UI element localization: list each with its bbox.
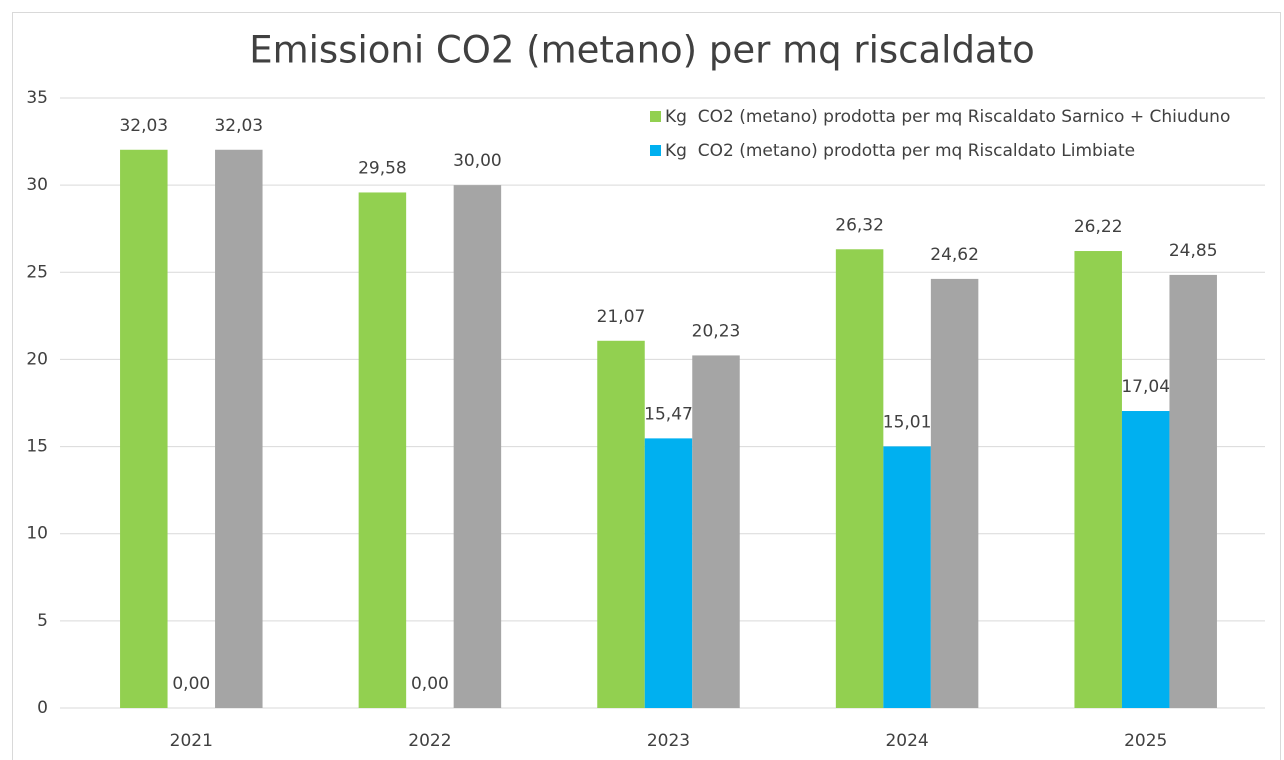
y-tick-label: 20: [26, 349, 48, 369]
data-label: 0,00: [411, 674, 449, 694]
bar: [597, 340, 645, 708]
data-label: 24,85: [1169, 241, 1218, 261]
bar: [692, 355, 740, 708]
data-label: 15,47: [644, 404, 693, 424]
bar: [215, 149, 263, 708]
y-tick-label: 25: [26, 262, 48, 282]
legend-swatch: [650, 145, 661, 156]
data-label: 17,04: [1121, 377, 1170, 397]
y-tick-label: 0: [37, 698, 48, 718]
legend-label: Kg CO2 (metano) prodotta per mq Riscalda…: [665, 141, 1136, 161]
x-tick-label: 2021: [170, 731, 213, 751]
bar: [930, 278, 979, 708]
data-label: 20,23: [692, 321, 741, 341]
bar: [835, 249, 884, 708]
data-label: 26,32: [835, 215, 884, 235]
chart-title: Emissioni CO2 (metano) per mq riscaldato: [249, 29, 1035, 72]
legend-label: Kg CO2 (metano) prodotta per mq Riscalda…: [665, 107, 1231, 127]
x-tick-label: 2024: [885, 731, 928, 751]
bar: [883, 446, 931, 708]
legend-box: Kg CO2 (metano) prodotta per mq Riscalda…: [650, 104, 1250, 164]
bar: [1121, 411, 1170, 708]
y-tick-label: 5: [37, 611, 48, 631]
x-tick-label: 2025: [1124, 731, 1167, 751]
x-tick-label: 2023: [647, 731, 690, 751]
y-tick-label: 10: [26, 524, 48, 544]
bar: [644, 438, 693, 708]
data-label: 32,03: [119, 116, 168, 136]
bar: [453, 185, 502, 709]
legend: Kg CO2 (metano) prodotta per mq Riscalda…: [650, 104, 1250, 164]
bar: [120, 149, 168, 708]
y-tick-label: 15: [26, 437, 48, 457]
data-label: 32,03: [214, 116, 263, 136]
data-label: 0,00: [172, 674, 210, 694]
legend-item: Kg CO2 (metano) prodotta per mq Riscalda…: [650, 138, 1250, 164]
bar: [1074, 251, 1122, 708]
legend-item: Kg CO2 (metano) prodotta per mq Riscalda…: [650, 104, 1250, 130]
data-label: 21,07: [597, 307, 646, 327]
data-label: 15,01: [883, 412, 932, 432]
y-tick-label: 35: [26, 88, 48, 108]
data-label: 26,22: [1074, 217, 1123, 237]
data-label: 24,62: [930, 245, 979, 265]
data-label: 30,00: [453, 151, 502, 171]
bar: [358, 192, 407, 708]
data-label: 29,58: [358, 158, 407, 178]
x-tick-label: 2022: [408, 731, 451, 751]
bar: [1169, 274, 1217, 708]
y-tick-label: 30: [26, 175, 48, 195]
legend-swatch: [650, 111, 661, 122]
